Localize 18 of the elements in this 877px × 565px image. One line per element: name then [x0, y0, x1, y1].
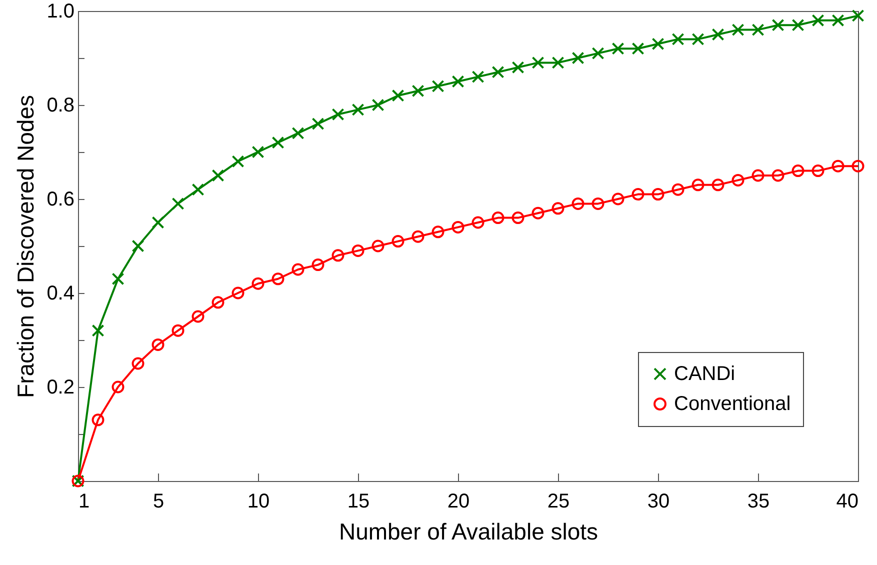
x-tick-label: 40	[836, 490, 858, 512]
x-tick-label: 35	[747, 490, 770, 512]
y-tick-label: 0.8	[46, 94, 74, 116]
x-tick-label: 20	[447, 490, 470, 512]
x-tick-label: 25	[547, 490, 570, 512]
y-tick-label: 0.2	[46, 376, 74, 398]
legend-label: Conventional	[674, 393, 791, 415]
x-tick-label: 15	[347, 490, 370, 512]
x-tick-label: 10	[247, 490, 270, 512]
y-tick-label: 0.6	[46, 188, 74, 210]
y-tick-label: 0.4	[46, 282, 74, 304]
x-tick-label: 30	[647, 490, 670, 512]
y-axis-title: Fraction of Discovered Nodes	[12, 95, 39, 398]
legend-label: CANDi	[674, 363, 736, 385]
x-tick-label: 1	[78, 490, 90, 512]
x-tick-label: 5	[152, 490, 164, 512]
x-axis-title: Number of Available slots	[338, 518, 598, 544]
y-tick-label: 1.0	[46, 0, 74, 22]
